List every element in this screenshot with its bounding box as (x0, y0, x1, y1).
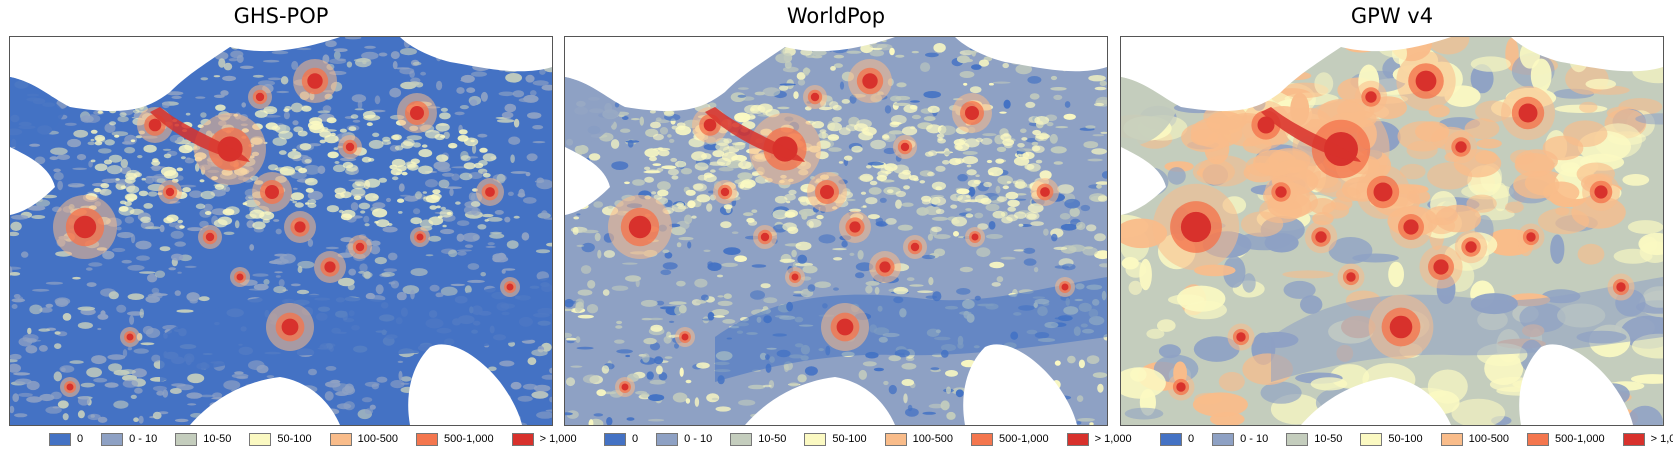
map-panel-worldpop: WorldPop 0 0 - 10 10-50 50-100 100-500 500-1,… (564, 0, 1132, 455)
map-legend: 0 0 - 10 10-50 50-100 100-500 500-1,000 > 1,00… (604, 432, 1132, 446)
legend-label: 50-100 (277, 432, 312, 445)
map-frame[interactable] (9, 36, 553, 426)
panel-title: GHS-POP (233, 4, 329, 28)
legend-swatch (730, 432, 753, 446)
legend-item: 100-500 (329, 432, 399, 446)
legend-item: > 1,000 (1622, 432, 1673, 446)
legend-item: 0 - 10 (101, 432, 158, 446)
legend-swatch (1286, 432, 1309, 446)
legend-label: > 1,000 (1650, 432, 1673, 445)
legend-item: 0 (49, 432, 84, 446)
legend-swatch (1622, 432, 1645, 446)
legend-swatch (1527, 432, 1550, 446)
legend-item: 50-100 (1360, 432, 1423, 446)
legend-label: 10-50 (203, 432, 232, 445)
legend-swatch (971, 432, 994, 446)
population-density-map[interactable] (10, 37, 552, 425)
legend-swatch (49, 432, 71, 446)
legend-label: 0 (77, 432, 84, 445)
map-frame[interactable] (564, 36, 1108, 426)
legend-item: 100-500 (1440, 432, 1510, 446)
legend-label: 500-1,000 (999, 432, 1049, 445)
legend-swatch (1360, 432, 1383, 446)
legend-item: 10-50 (730, 432, 787, 446)
panel-title: GPW v4 (1350, 4, 1434, 28)
legend-swatch (884, 432, 907, 446)
legend-label: > 1,000 (539, 432, 577, 445)
legend-label: 0 - 10 (129, 432, 158, 445)
legend-swatch (329, 432, 352, 446)
legend-label: 0 - 10 (1240, 432, 1269, 445)
legend-item: 500-1,000 (1527, 432, 1605, 446)
legend-label: 0 (632, 432, 639, 445)
legend-label: 50-100 (832, 432, 867, 445)
population-density-map[interactable] (1121, 37, 1663, 425)
legend-label: 500-1,000 (444, 432, 494, 445)
legend-swatch (249, 432, 272, 446)
legend-item: 50-100 (804, 432, 867, 446)
map-legend: 0 0 - 10 10-50 50-100 100-500 500-1,000 > 1,00… (49, 432, 577, 446)
legend-label: 10-50 (758, 432, 787, 445)
legend-swatch (416, 432, 439, 446)
population-density-map[interactable] (565, 37, 1107, 425)
legend-label: 0 - 10 (684, 432, 713, 445)
legend-item: 0 - 10 (656, 432, 713, 446)
legend-swatch (804, 432, 827, 446)
legend-swatch (101, 432, 124, 446)
legend-label: 500-1,000 (1555, 432, 1605, 445)
legend-label: > 1,000 (1094, 432, 1132, 445)
legend-item: 10-50 (1286, 432, 1343, 446)
legend-swatch (1160, 432, 1182, 446)
legend-label: 100-500 (912, 432, 954, 445)
legend-item: 10-50 (175, 432, 232, 446)
legend-item: 100-500 (884, 432, 954, 446)
panel-title: WorldPop (786, 4, 886, 28)
map-panel-gpw-v4: GPW v4 0 0 - 10 10-50 50-100 100-500 500-1,00… (1120, 0, 1673, 455)
legend-swatch (656, 432, 679, 446)
map-legend: 0 0 - 10 10-50 50-100 100-500 500-1,000 > 1,00… (1160, 432, 1673, 446)
legend-label: 50-100 (1388, 432, 1423, 445)
map-frame[interactable] (1120, 36, 1664, 426)
legend-item: 50-100 (249, 432, 312, 446)
legend-swatch (1066, 432, 1089, 446)
legend-swatch (604, 432, 626, 446)
legend-swatch (175, 432, 198, 446)
legend-item: 500-1,000 (971, 432, 1049, 446)
legend-label: 10-50 (1314, 432, 1343, 445)
legend-item: 0 (604, 432, 639, 446)
legend-item: > 1,000 (511, 432, 577, 446)
map-panel-ghs-pop: GHS-POP 0 0 - 10 10-50 50-100 100-500 500-1,0… (9, 0, 577, 455)
legend-item: 500-1,000 (416, 432, 494, 446)
legend-label: 0 (1188, 432, 1195, 445)
legend-swatch (511, 432, 534, 446)
legend-item: > 1,000 (1066, 432, 1132, 446)
legend-item: 0 (1160, 432, 1195, 446)
legend-swatch (1212, 432, 1235, 446)
legend-label: 100-500 (1468, 432, 1510, 445)
legend-item: 0 - 10 (1212, 432, 1269, 446)
legend-swatch (1440, 432, 1463, 446)
legend-label: 100-500 (357, 432, 399, 445)
